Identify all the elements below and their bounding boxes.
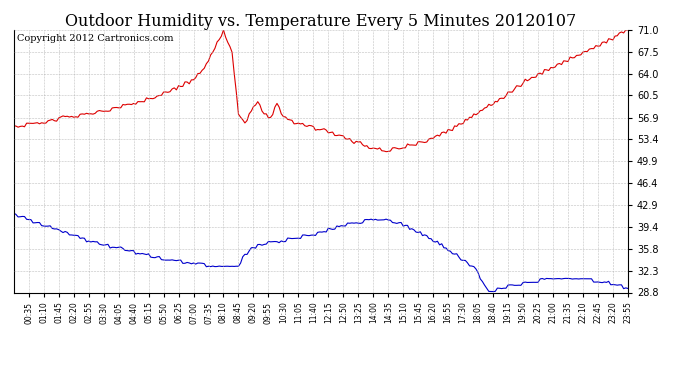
Text: Copyright 2012 Cartronics.com: Copyright 2012 Cartronics.com xyxy=(17,34,173,43)
Title: Outdoor Humidity vs. Temperature Every 5 Minutes 20120107: Outdoor Humidity vs. Temperature Every 5… xyxy=(66,13,576,30)
